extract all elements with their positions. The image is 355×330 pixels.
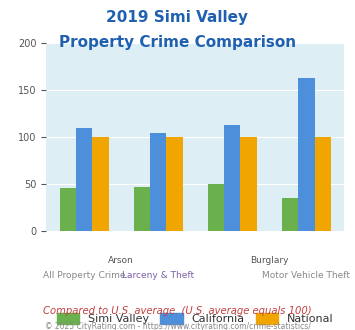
Bar: [76, 128, 92, 231]
Text: All Property Crime: All Property Crime: [43, 271, 125, 280]
Text: Arson: Arson: [108, 256, 134, 265]
Text: Motor Vehicle Theft: Motor Vehicle Theft: [262, 271, 350, 280]
Bar: [240, 137, 257, 231]
Text: Burglary: Burglary: [250, 256, 289, 265]
Legend: Simi Valley, California, National: Simi Valley, California, National: [53, 309, 338, 329]
Bar: [166, 137, 183, 231]
Text: © 2025 CityRating.com - https://www.cityrating.com/crime-statistics/: © 2025 CityRating.com - https://www.city…: [45, 322, 310, 330]
Bar: [224, 125, 240, 231]
Text: Compared to U.S. average. (U.S. average equals 100): Compared to U.S. average. (U.S. average …: [43, 306, 312, 316]
Bar: [208, 184, 224, 231]
Text: 2019 Simi Valley: 2019 Simi Valley: [106, 10, 248, 25]
Text: Larceny & Theft: Larceny & Theft: [122, 271, 194, 280]
Bar: [298, 78, 315, 231]
Bar: [282, 198, 298, 231]
Bar: [92, 137, 109, 231]
Bar: [150, 133, 166, 231]
Bar: [60, 188, 76, 231]
Bar: [315, 137, 331, 231]
Bar: [134, 187, 150, 231]
Text: Property Crime Comparison: Property Crime Comparison: [59, 35, 296, 50]
